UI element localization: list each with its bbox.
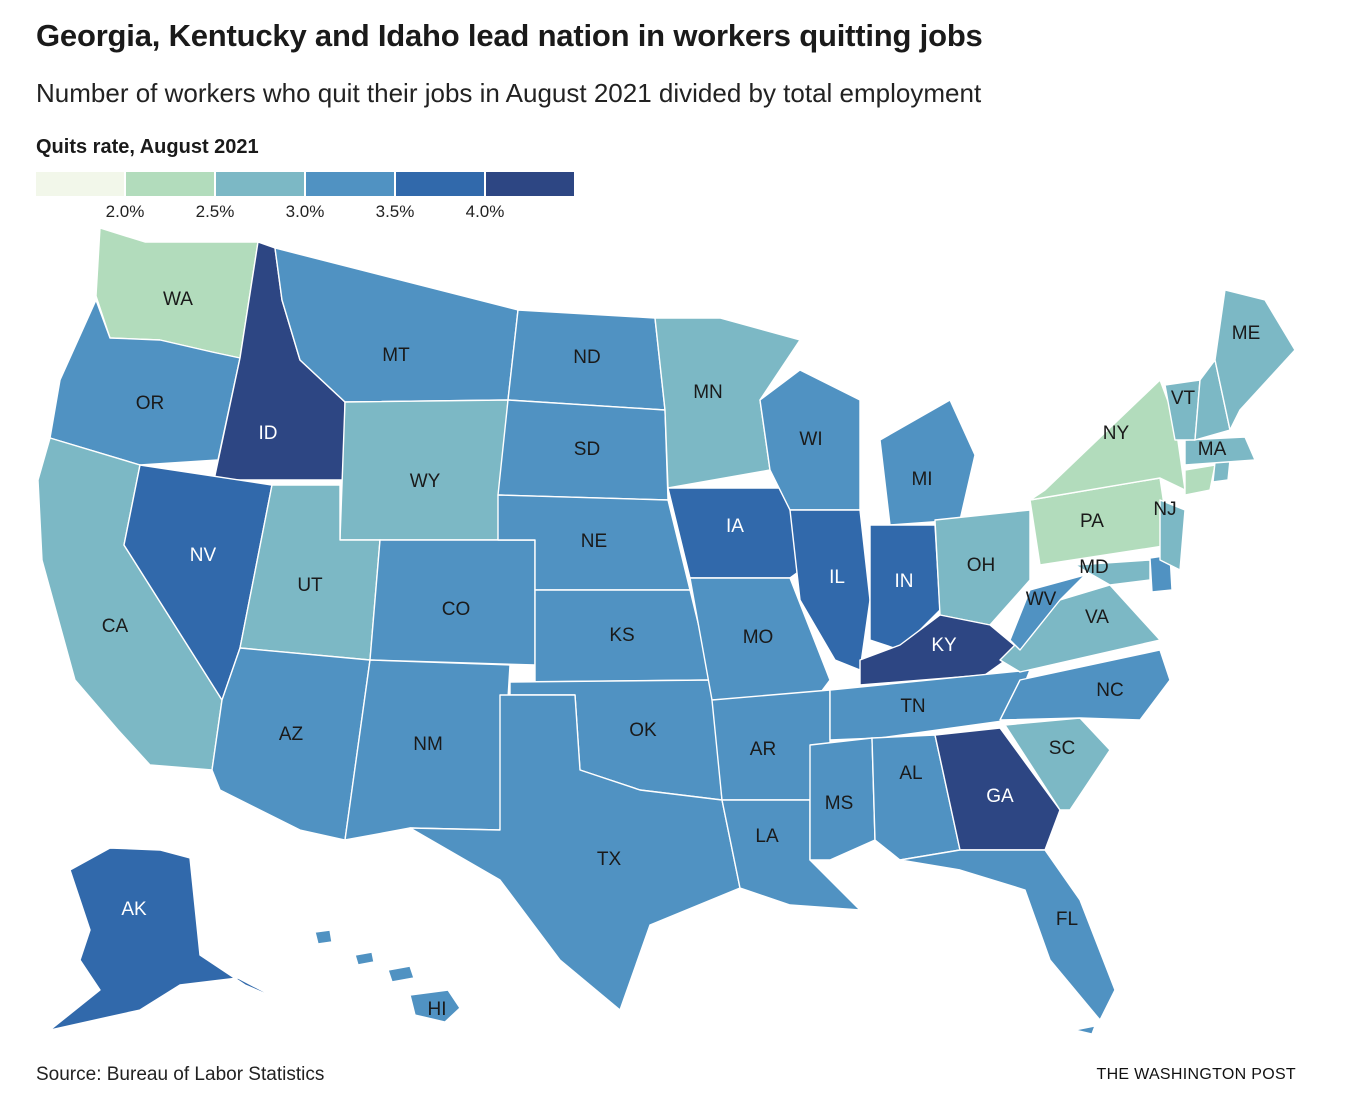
state-ma[interactable] (1184, 436, 1256, 466)
state-wv[interactable] (1009, 574, 1086, 651)
state-ak[interactable] (49, 847, 281, 1031)
legend-tick-4-0: 4.0% (465, 202, 505, 221)
state-ms[interactable] (809, 737, 876, 861)
state-fl[interactable] (899, 849, 1116, 1021)
legend-tick-3-5: 3.5% (375, 202, 415, 221)
state-nd[interactable] (507, 309, 666, 411)
legend-swatch-4 (306, 172, 394, 196)
legend-swatch-1 (36, 172, 124, 196)
legend-tick-3-0: 3.0% (285, 202, 325, 221)
state-az[interactable] (211, 647, 371, 841)
state-sc[interactable] (1004, 717, 1111, 811)
state-nm[interactable] (344, 659, 511, 841)
hawaii-island-maui (387, 965, 415, 983)
chart-subtitle: Number of workers who quit their jobs in… (36, 78, 982, 108)
state-md[interactable] (1074, 559, 1151, 586)
source-note: Source: Bureau of Labor Statistics (36, 1064, 325, 1085)
state-co[interactable] (369, 539, 536, 666)
state-tn[interactable] (829, 669, 1031, 741)
legend-tick-2-5: 2.5% (195, 202, 235, 221)
state-nc[interactable] (999, 649, 1171, 721)
state-tx[interactable] (409, 694, 741, 1011)
state-mi[interactable] (879, 399, 976, 526)
legend-swatch-5 (396, 172, 484, 196)
state-me[interactable] (1214, 289, 1296, 431)
legend-swatch-6 (486, 172, 574, 196)
legend-title: Quits rate, August 2021 (36, 136, 259, 158)
legend-tick-2-0: 2.0% (105, 202, 145, 221)
state-oh[interactable] (934, 509, 1031, 626)
state-ga[interactable] (934, 727, 1061, 851)
legend-swatch-3 (216, 172, 304, 196)
hawaii-island-oahu (354, 951, 375, 966)
state-ky[interactable] (859, 614, 1021, 686)
state-nj[interactable] (1159, 499, 1186, 571)
state-wy[interactable] (339, 399, 509, 541)
state-sd[interactable] (497, 399, 669, 501)
state-ny[interactable] (1029, 379, 1186, 501)
state-ct[interactable] (1184, 464, 1216, 496)
hawaii-island-kauai (314, 929, 333, 945)
state-hi[interactable] (409, 989, 461, 1023)
publisher-credit: THE WASHINGTON POST (1096, 1066, 1296, 1083)
legend-swatch-2 (126, 172, 214, 196)
florida-keys (1074, 1025, 1096, 1035)
state-ks[interactable] (534, 589, 713, 683)
chart-title: Georgia, Kentucky and Idaho lead nation … (36, 18, 983, 53)
color-legend: 2.0% 2.5% 3.0% 3.5% 4.0% (36, 172, 576, 232)
